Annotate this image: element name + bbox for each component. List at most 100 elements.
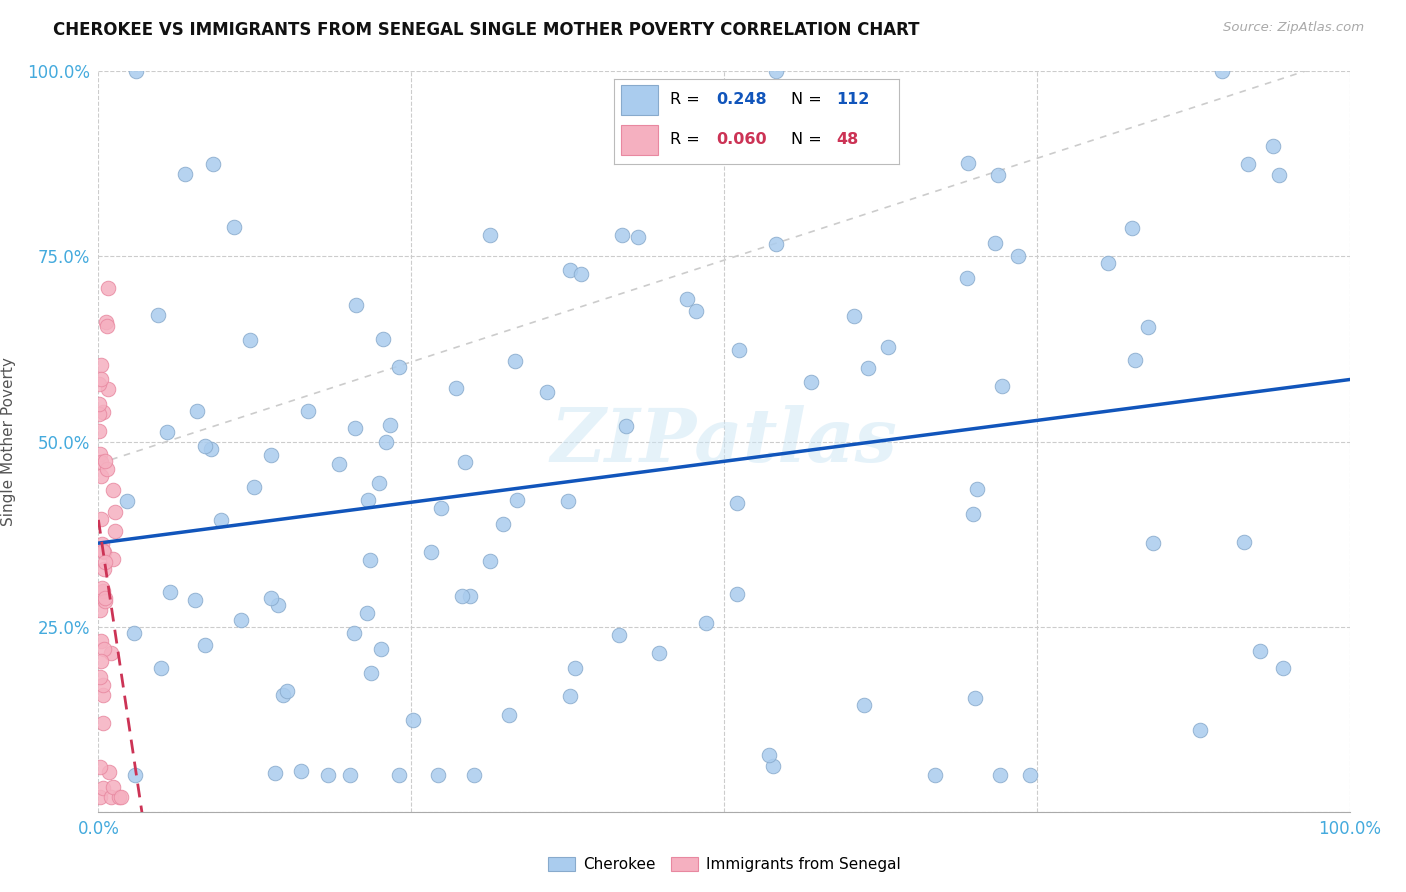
Point	[93, 594, 115, 608]
Point	[765, 64, 787, 78]
Point	[444, 380, 467, 394]
Point	[1097, 256, 1119, 270]
Point	[1211, 64, 1233, 78]
Point	[93, 555, 115, 569]
Point	[290, 764, 312, 778]
Point	[91, 715, 114, 730]
Point	[156, 425, 179, 439]
Point	[842, 309, 865, 323]
Point	[91, 678, 114, 692]
Point	[91, 405, 114, 419]
Point	[146, 308, 169, 322]
Point	[388, 767, 411, 781]
Y-axis label: Single Mother Poverty: Single Mother Poverty	[1, 357, 15, 526]
Point	[201, 157, 224, 171]
Point	[267, 599, 290, 613]
Text: ZIPatlas: ZIPatlas	[551, 405, 897, 478]
Point	[343, 626, 366, 640]
Point	[356, 607, 378, 621]
Point	[984, 236, 1007, 251]
Point	[607, 628, 630, 642]
Point	[231, 613, 253, 627]
Point	[276, 683, 298, 698]
Point	[988, 767, 1011, 781]
Point	[89, 447, 111, 461]
Point	[316, 767, 339, 781]
Point	[260, 448, 283, 462]
Point	[536, 384, 558, 399]
Point	[100, 647, 122, 661]
Point	[503, 354, 526, 368]
Point	[117, 493, 139, 508]
Point	[87, 424, 110, 438]
Point	[344, 298, 367, 312]
Point	[1271, 661, 1294, 675]
Point	[91, 543, 114, 558]
Point	[89, 760, 111, 774]
Point	[184, 592, 207, 607]
Point	[91, 584, 114, 599]
Point	[90, 454, 112, 468]
Point	[492, 516, 515, 531]
Point	[685, 303, 707, 318]
Point	[100, 789, 122, 804]
Point	[96, 462, 118, 476]
Point	[110, 789, 132, 804]
Point	[96, 318, 118, 333]
Point	[430, 501, 453, 516]
Point	[103, 551, 125, 566]
Point	[174, 167, 197, 181]
Point	[1123, 353, 1146, 368]
Point	[478, 553, 501, 567]
Point	[962, 507, 984, 521]
Point	[758, 747, 780, 762]
Point	[89, 603, 111, 617]
Point	[557, 494, 579, 508]
Point	[149, 661, 172, 675]
Point	[876, 340, 898, 354]
Point	[373, 332, 395, 346]
Point	[89, 789, 111, 804]
Point	[800, 375, 823, 389]
Point	[924, 767, 946, 781]
Point	[264, 765, 287, 780]
Point	[104, 524, 127, 539]
Point	[762, 759, 785, 773]
Point	[239, 334, 262, 348]
Point	[90, 542, 112, 557]
Point	[108, 789, 131, 804]
Point	[90, 372, 112, 386]
Point	[339, 767, 361, 781]
Point	[1233, 535, 1256, 549]
Point	[453, 455, 475, 469]
Point	[94, 591, 117, 605]
Point	[375, 434, 398, 449]
Point	[479, 228, 502, 243]
Point	[344, 421, 367, 435]
Point	[648, 646, 671, 660]
Point	[370, 641, 392, 656]
Point	[1236, 157, 1258, 171]
Point	[297, 404, 319, 418]
Point	[378, 417, 401, 432]
Point	[271, 688, 294, 702]
Point	[956, 155, 979, 169]
Point	[1007, 249, 1029, 263]
Point	[1263, 139, 1285, 153]
Point	[725, 496, 748, 510]
Point	[186, 404, 208, 418]
Point	[93, 562, 115, 576]
Point	[124, 767, 146, 781]
Point	[614, 418, 637, 433]
Point	[91, 688, 114, 702]
Point	[853, 698, 876, 712]
Point	[560, 263, 582, 277]
Point	[97, 765, 120, 780]
Point	[209, 513, 232, 527]
Point	[90, 634, 112, 648]
Point	[200, 442, 222, 456]
Point	[695, 616, 717, 631]
Point	[498, 708, 520, 723]
Text: Source: ZipAtlas.com: Source: ZipAtlas.com	[1223, 21, 1364, 35]
Point	[194, 439, 217, 453]
